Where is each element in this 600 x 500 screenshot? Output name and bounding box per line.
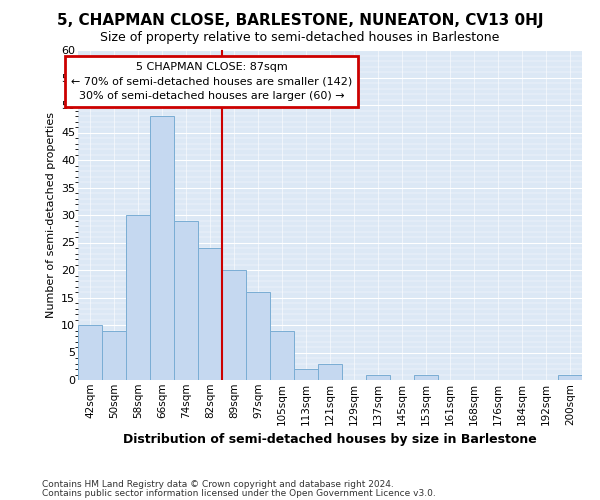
Text: 5, CHAPMAN CLOSE, BARLESTONE, NUNEATON, CV13 0HJ: 5, CHAPMAN CLOSE, BARLESTONE, NUNEATON, …	[57, 12, 543, 28]
Y-axis label: Number of semi-detached properties: Number of semi-detached properties	[46, 112, 56, 318]
Bar	[103, 330, 125, 380]
Bar	[175, 220, 197, 380]
X-axis label: Distribution of semi-detached houses by size in Barlestone: Distribution of semi-detached houses by …	[123, 433, 537, 446]
Bar	[271, 330, 293, 380]
Text: Size of property relative to semi-detached houses in Barlestone: Size of property relative to semi-detach…	[100, 31, 500, 44]
Bar	[79, 325, 101, 380]
Bar	[127, 215, 149, 380]
Bar	[319, 364, 341, 380]
Text: 5 CHAPMAN CLOSE: 87sqm
← 70% of semi-detached houses are smaller (142)
30% of se: 5 CHAPMAN CLOSE: 87sqm ← 70% of semi-det…	[71, 62, 352, 101]
Bar	[151, 116, 173, 380]
Bar	[295, 369, 317, 380]
Text: Contains HM Land Registry data © Crown copyright and database right 2024.: Contains HM Land Registry data © Crown c…	[42, 480, 394, 489]
Bar	[415, 374, 437, 380]
Bar	[223, 270, 245, 380]
Bar	[247, 292, 269, 380]
Text: Contains public sector information licensed under the Open Government Licence v3: Contains public sector information licen…	[42, 489, 436, 498]
Bar	[199, 248, 221, 380]
Bar	[367, 374, 389, 380]
Bar	[559, 374, 581, 380]
